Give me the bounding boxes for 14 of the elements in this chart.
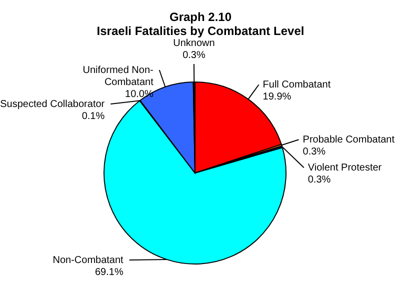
chart-title: Graph 2.10 Israeli Fatalities by Combatant Level bbox=[96, 10, 304, 38]
data-label: 0.3% bbox=[302, 146, 326, 158]
slice-label: Probable Combatant bbox=[302, 134, 395, 146]
data-label: 69.1% bbox=[94, 267, 124, 278]
data-label: 0.3% bbox=[308, 174, 331, 186]
slice-label: Uniformed Non-Combatant bbox=[82, 64, 154, 88]
slice-label: Unknown bbox=[173, 38, 215, 50]
slice-label: Non-Combatant bbox=[52, 255, 124, 266]
slice-label: Full Combatant bbox=[262, 80, 331, 91]
data-label: 0.3% bbox=[182, 50, 206, 62]
data-label: 19.9% bbox=[262, 92, 292, 103]
slice-label: Violent Protester bbox=[308, 162, 382, 174]
slice-label: Suspected Collaborator bbox=[0, 98, 106, 110]
data-label: 0.1% bbox=[82, 110, 105, 122]
